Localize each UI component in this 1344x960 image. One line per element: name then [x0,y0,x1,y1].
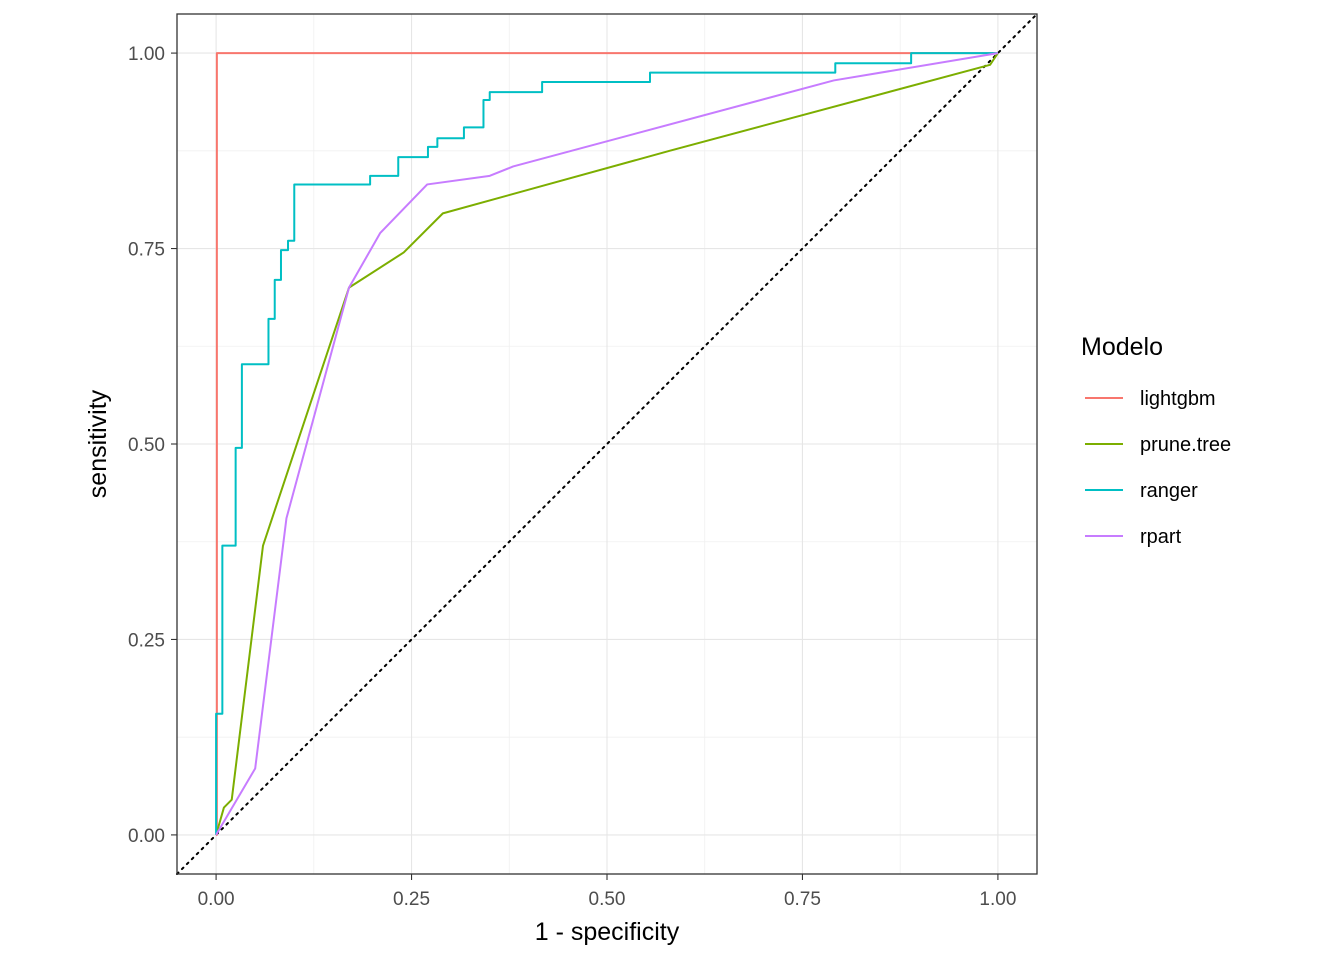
legend-item-lightgbm: lightgbm [1085,388,1216,410]
x-tick-label: 0.25 [393,889,430,910]
x-tick-label: 0.00 [198,889,235,910]
legend-item-prune-tree: prune.tree [1085,434,1231,456]
y-tick-label: 0.00 [128,826,165,847]
x-axis-ticks: 0.00 0.25 0.50 0.75 1.00 [198,874,1016,910]
legend-item-rpart: rpart [1085,526,1182,548]
reference-diagonal [176,13,1038,875]
x-tick-label: 0.50 [589,889,626,910]
legend-label: prune.tree [1140,434,1231,456]
legend-label: ranger [1140,480,1198,502]
series-line-rpart [215,52,999,836]
roc-curves [215,52,999,836]
series-line-prune-tree [215,52,999,836]
y-tick-label: 0.75 [128,240,165,261]
legend-label: lightgbm [1140,388,1216,410]
series-line-ranger [215,52,998,835]
x-axis-title: 1 - specificity [535,918,680,946]
x-tick-label: 0.75 [784,889,821,910]
legend-label: rpart [1140,526,1182,548]
y-axis-title: sensitivity [84,389,112,498]
legend-item-ranger: ranger [1085,480,1198,502]
reference-line [176,13,1038,875]
y-axis-ticks: 0.00 0.25 0.50 0.75 1.00 [128,44,177,847]
y-tick-label: 0.25 [128,630,165,651]
legend-items: lightgbm prune.tree ranger rpart [1085,388,1231,548]
x-tick-label: 1.00 [979,889,1016,910]
y-tick-label: 0.50 [128,435,165,456]
legend-title: Modelo [1081,333,1163,361]
y-tick-label: 1.00 [128,44,165,65]
legend: Modelo lightgbm prune.tree ranger rpart [1081,333,1231,548]
